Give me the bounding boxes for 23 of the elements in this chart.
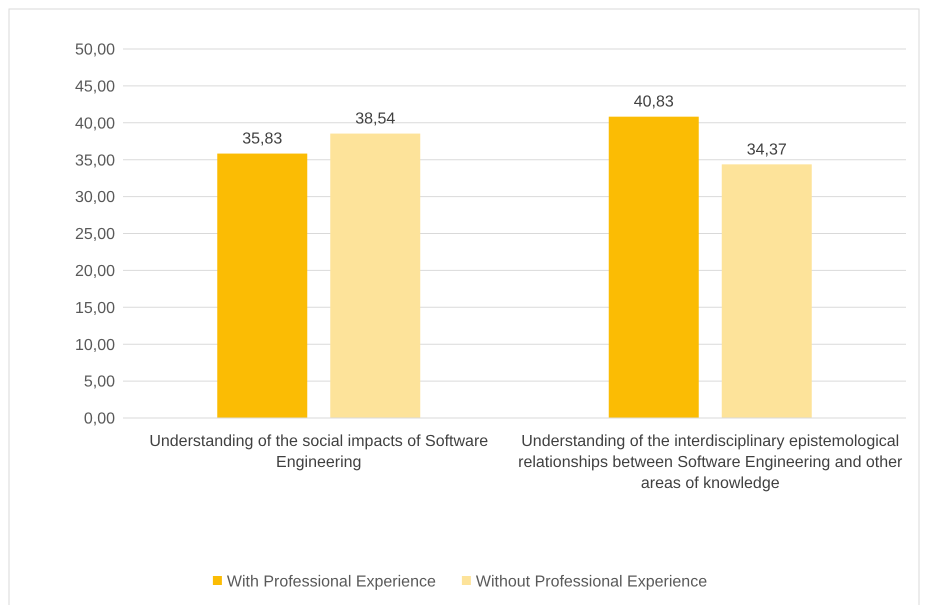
y-tick-label: 10,00 bbox=[74, 336, 116, 354]
data-label: 34,37 bbox=[746, 141, 787, 158]
y-tick-label: 30,00 bbox=[74, 189, 116, 206]
y-tick-label: 35,00 bbox=[74, 152, 116, 170]
y-tick-label: 25,00 bbox=[74, 226, 116, 244]
y-tick-label: 20,00 bbox=[74, 263, 116, 280]
x-tick-label: Understanding of the social impacts of Software Engineering bbox=[149, 433, 488, 471]
x-tick-label: Understanding of the interdisciplinary epistemological relationships between Software Engineering and other areas of knowledge bbox=[518, 433, 904, 492]
legend-label: Without Professional Experience bbox=[476, 574, 708, 591]
y-tick-label: 50,00 bbox=[74, 42, 116, 59]
bar bbox=[330, 134, 420, 418]
bar bbox=[722, 164, 812, 418]
y-tick-label: 45,00 bbox=[74, 78, 116, 96]
bar bbox=[217, 154, 308, 418]
y-tick-label: 40,00 bbox=[74, 115, 116, 132]
bar bbox=[608, 116, 699, 418]
legend-label: With Professional Experience bbox=[226, 574, 436, 591]
data-label: 40,83 bbox=[634, 94, 674, 111]
y-tick-label: 0,00 bbox=[84, 410, 116, 428]
y-tick-label: 15,00 bbox=[74, 300, 116, 317]
y-tick-label: 5,00 bbox=[84, 374, 116, 391]
data-label: 35,83 bbox=[242, 130, 282, 148]
data-label: 38,54 bbox=[355, 110, 396, 128]
